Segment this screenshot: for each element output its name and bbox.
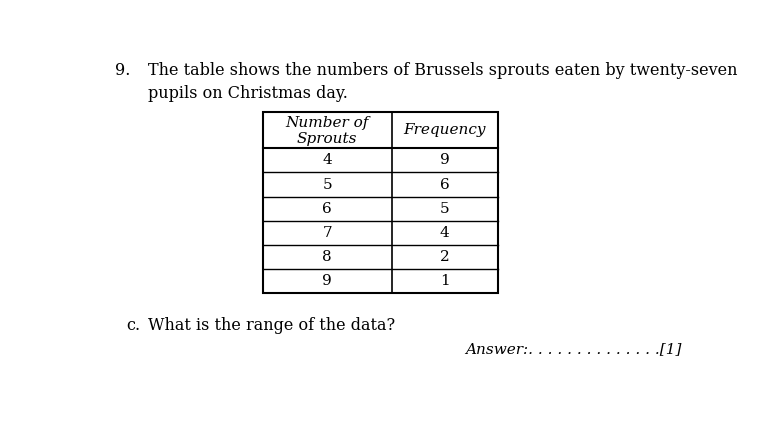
- Text: Number of: Number of: [286, 116, 369, 130]
- Text: 8: 8: [322, 250, 332, 264]
- Text: Sprouts: Sprouts: [297, 132, 357, 146]
- Text: pupils on Christmas day.: pupils on Christmas day.: [148, 85, 348, 102]
- Text: The table shows the numbers of Brussels sprouts eaten by twenty-seven: The table shows the numbers of Brussels …: [148, 62, 738, 79]
- Text: 1: 1: [440, 274, 450, 288]
- Text: Frequency: Frequency: [403, 123, 486, 138]
- Text: 6: 6: [322, 202, 333, 216]
- Text: Answer:. . . . . . . . . . . . . .[1]: Answer:. . . . . . . . . . . . . .[1]: [465, 342, 681, 356]
- Text: 4: 4: [440, 226, 450, 240]
- Text: 6: 6: [440, 178, 450, 192]
- Text: 5: 5: [440, 202, 450, 216]
- Text: c.: c.: [126, 317, 140, 334]
- Text: 9: 9: [322, 274, 333, 288]
- Text: 2: 2: [440, 250, 450, 264]
- Text: 5: 5: [322, 178, 332, 192]
- Bar: [263, 112, 497, 293]
- Text: 4: 4: [322, 154, 333, 168]
- Text: 9.: 9.: [115, 62, 131, 79]
- Text: 7: 7: [322, 226, 332, 240]
- Text: What is the range of the data?: What is the range of the data?: [148, 317, 395, 334]
- Text: 9: 9: [440, 154, 450, 168]
